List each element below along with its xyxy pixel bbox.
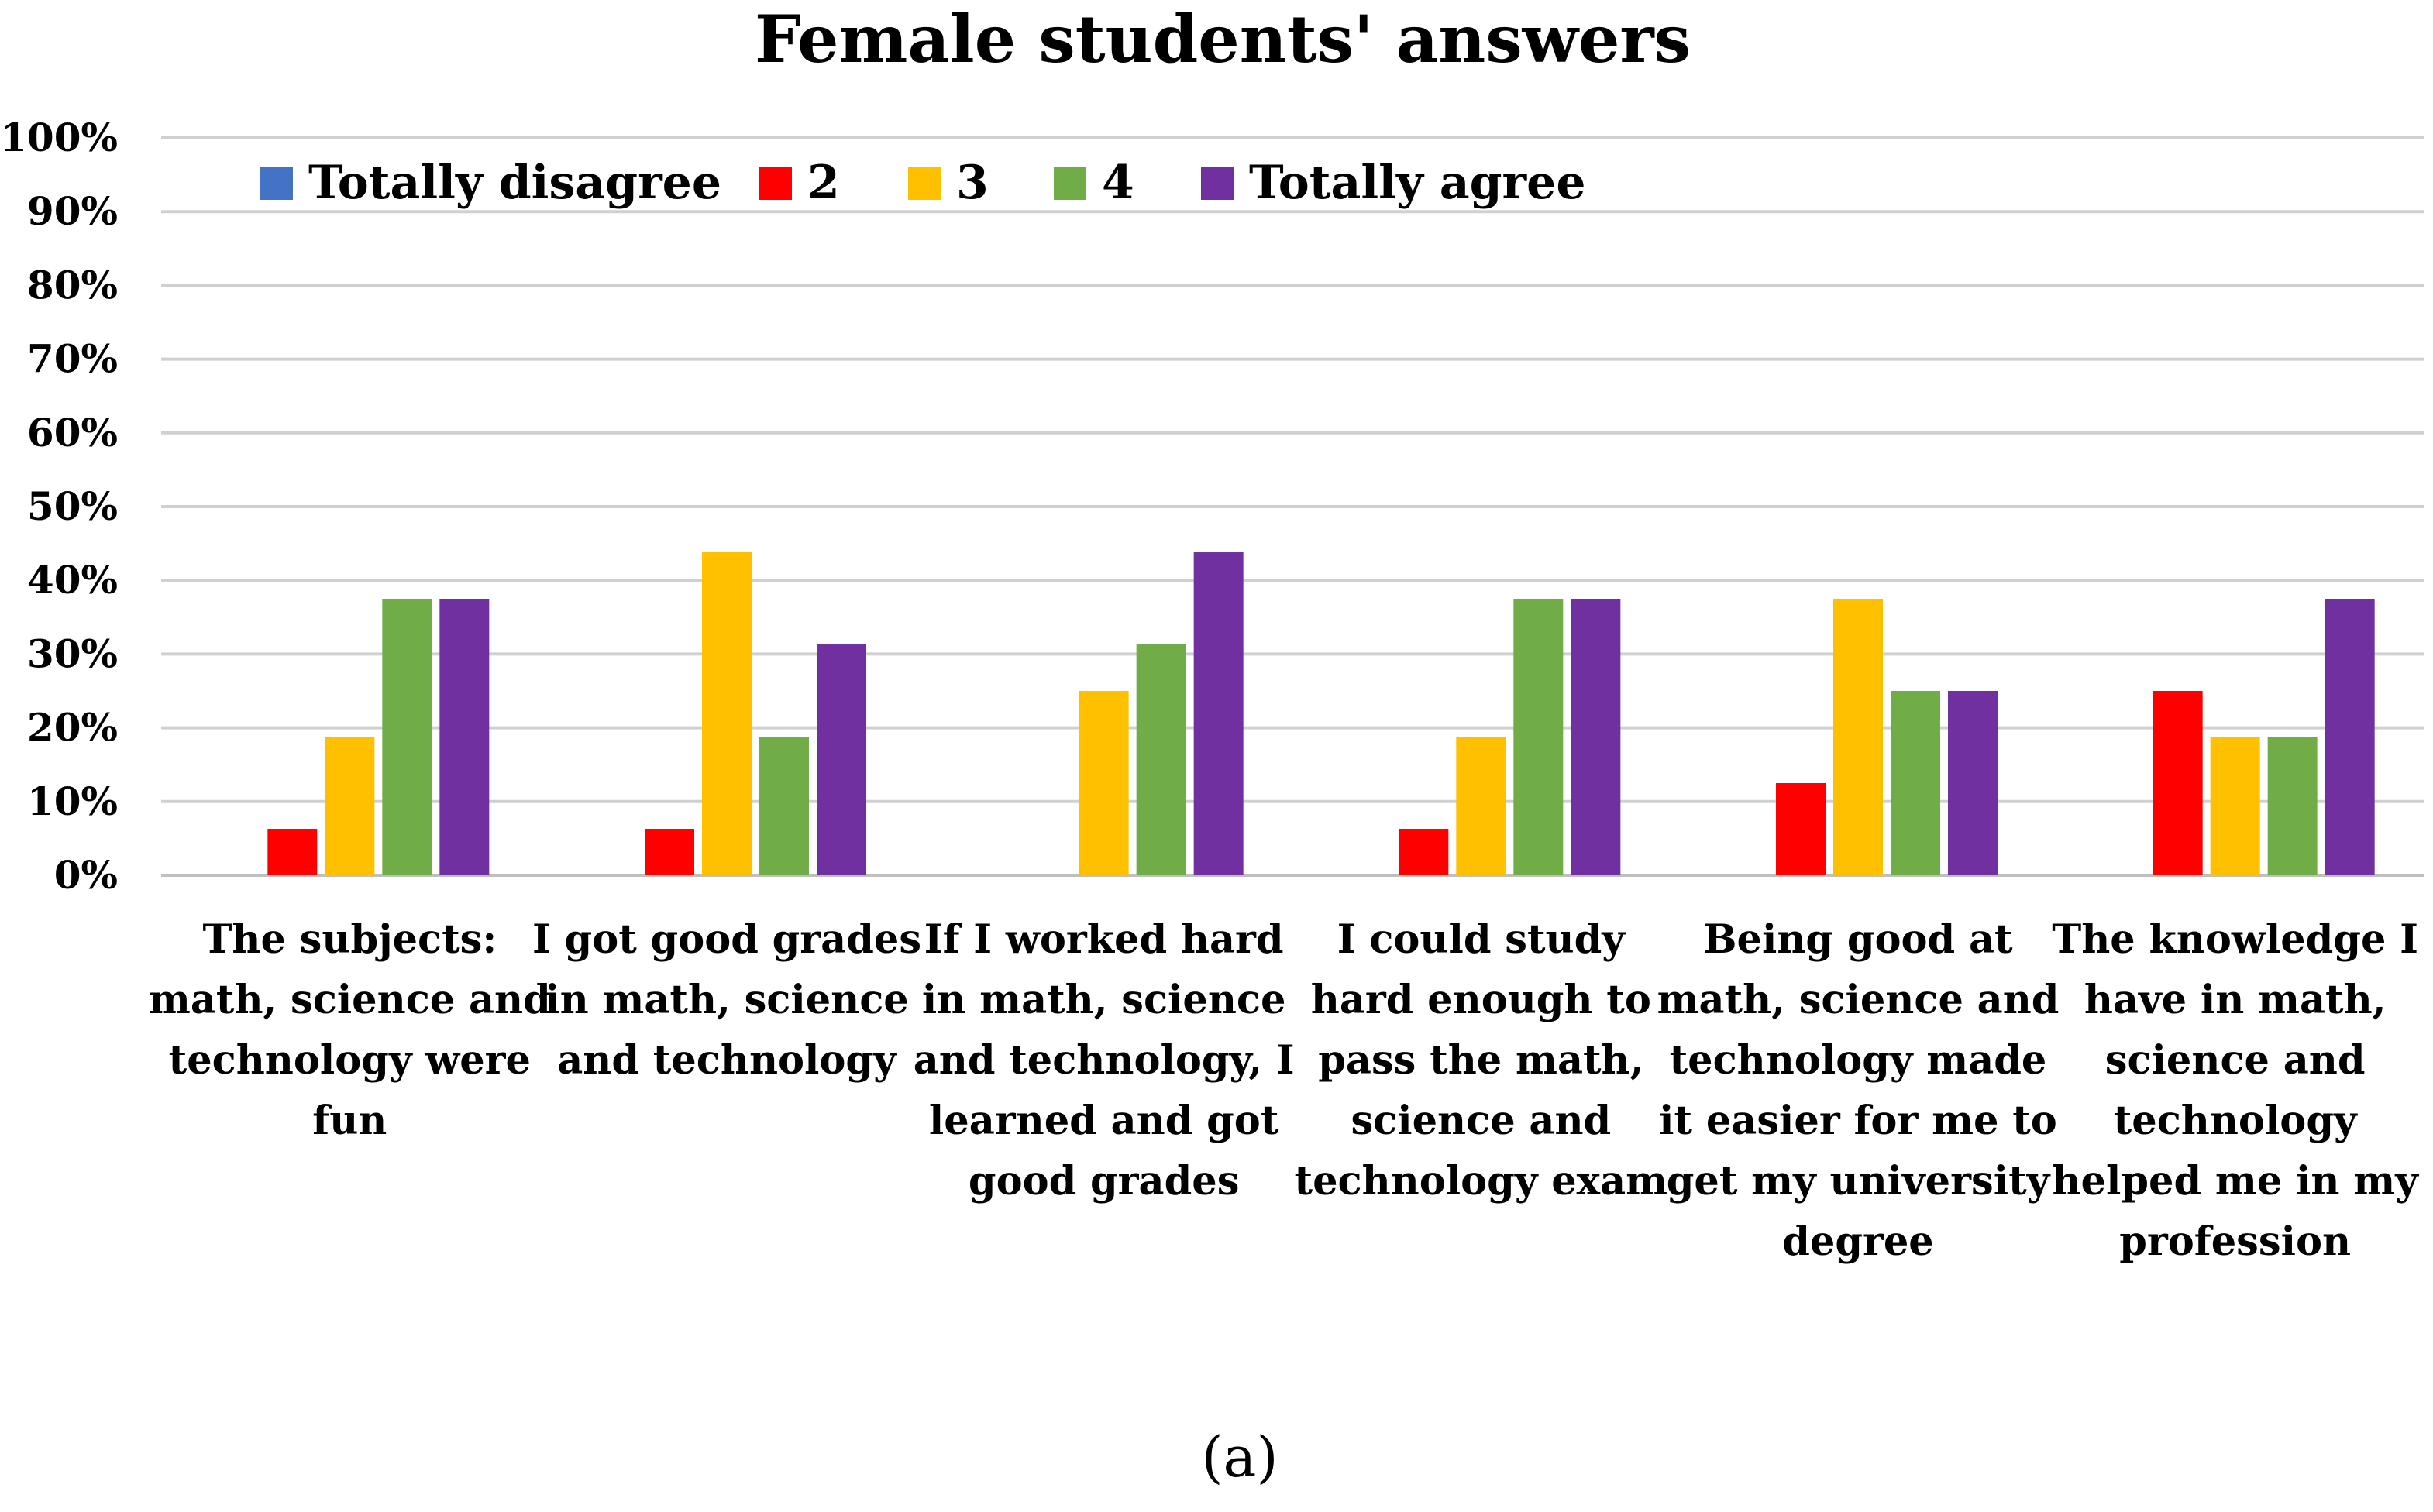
bar-4-cat-5 (1891, 691, 1940, 875)
legend-label: 2 (807, 156, 840, 210)
bar-3-cat-5 (1833, 599, 1883, 875)
legend: Totally disagree 2 3 4 Totally agree (260, 156, 1586, 210)
y-tick-label: 100% (0, 115, 118, 160)
legend-swatch-totally-agree (1201, 167, 1234, 200)
legend-label: Totally agree (1249, 156, 1586, 210)
grid (161, 136, 2424, 877)
bar-4-cat-6 (2267, 737, 2318, 875)
legend-label: 4 (1102, 156, 1134, 210)
bar-4-cat-4 (1513, 599, 1564, 875)
bar-totally-agree-cat-4 (1571, 599, 1621, 875)
y-axis-ticks: 0% 10% 20% 30% 40% 50% 60% 70% 80% 90% 100% (0, 115, 118, 898)
bar-totally-agree-cat-1 (439, 599, 490, 875)
bar-4-cat-2 (759, 737, 809, 875)
legend-swatch-4 (1054, 167, 1086, 200)
x-category-label: Being good at math, science and technology… (1657, 916, 2060, 1265)
x-axis-category-labels: The subjects: math, science and technology… (149, 916, 2419, 1265)
y-tick-label: 40% (27, 557, 118, 603)
legend-swatch-2 (759, 167, 792, 200)
bar-3-cat-4 (1456, 737, 1506, 875)
figure-caption: (a) (1201, 1424, 1278, 1490)
bar-totally-agree-cat-2 (817, 644, 866, 875)
x-category-label: The subjects: math, science and technology… (149, 916, 551, 1144)
bar-totally-agree-cat-3 (1193, 552, 1244, 875)
y-tick-label: 0% (54, 852, 118, 898)
bar-2-cat-6 (2153, 691, 2203, 875)
y-tick-label: 30% (27, 631, 118, 676)
bar-totally-agree-cat-6 (2325, 599, 2375, 875)
y-tick-label: 90% (27, 188, 118, 234)
bar-2-cat-2 (645, 829, 694, 875)
y-tick-label: 80% (27, 262, 118, 308)
bar-3-cat-3 (1079, 691, 1129, 875)
y-tick-label: 20% (27, 705, 118, 751)
y-tick-label: 60% (27, 410, 118, 455)
y-tick-label: 50% (27, 483, 118, 529)
chart-title: Female students' answers (755, 1, 1691, 77)
bar-3-cat-6 (2210, 737, 2260, 875)
legend-swatch-3 (908, 167, 941, 200)
bars (267, 552, 2375, 875)
legend-swatch-totally-disagree (260, 167, 293, 200)
bar-4-cat-1 (382, 599, 432, 875)
bar-3-cat-2 (702, 552, 752, 875)
bar-2-cat-5 (1776, 783, 1826, 875)
bar-2-cat-4 (1399, 829, 1449, 875)
x-category-label: I could study hard enough to pass the math… (1295, 916, 1668, 1204)
x-category-label: If I worked hard in math, science and tech… (914, 916, 1295, 1204)
bar-totally-agree-cat-5 (1948, 691, 1998, 875)
y-tick-label: 10% (27, 778, 118, 824)
x-category-label: I got good grades in math, science and tec… (532, 916, 921, 1084)
legend-label: Totally disagree (308, 156, 721, 210)
bar-3-cat-1 (325, 737, 375, 875)
bar-4-cat-3 (1136, 644, 1186, 875)
y-tick-label: 70% (27, 336, 118, 382)
bar-2-cat-1 (267, 829, 318, 875)
legend-label: 3 (956, 156, 989, 210)
